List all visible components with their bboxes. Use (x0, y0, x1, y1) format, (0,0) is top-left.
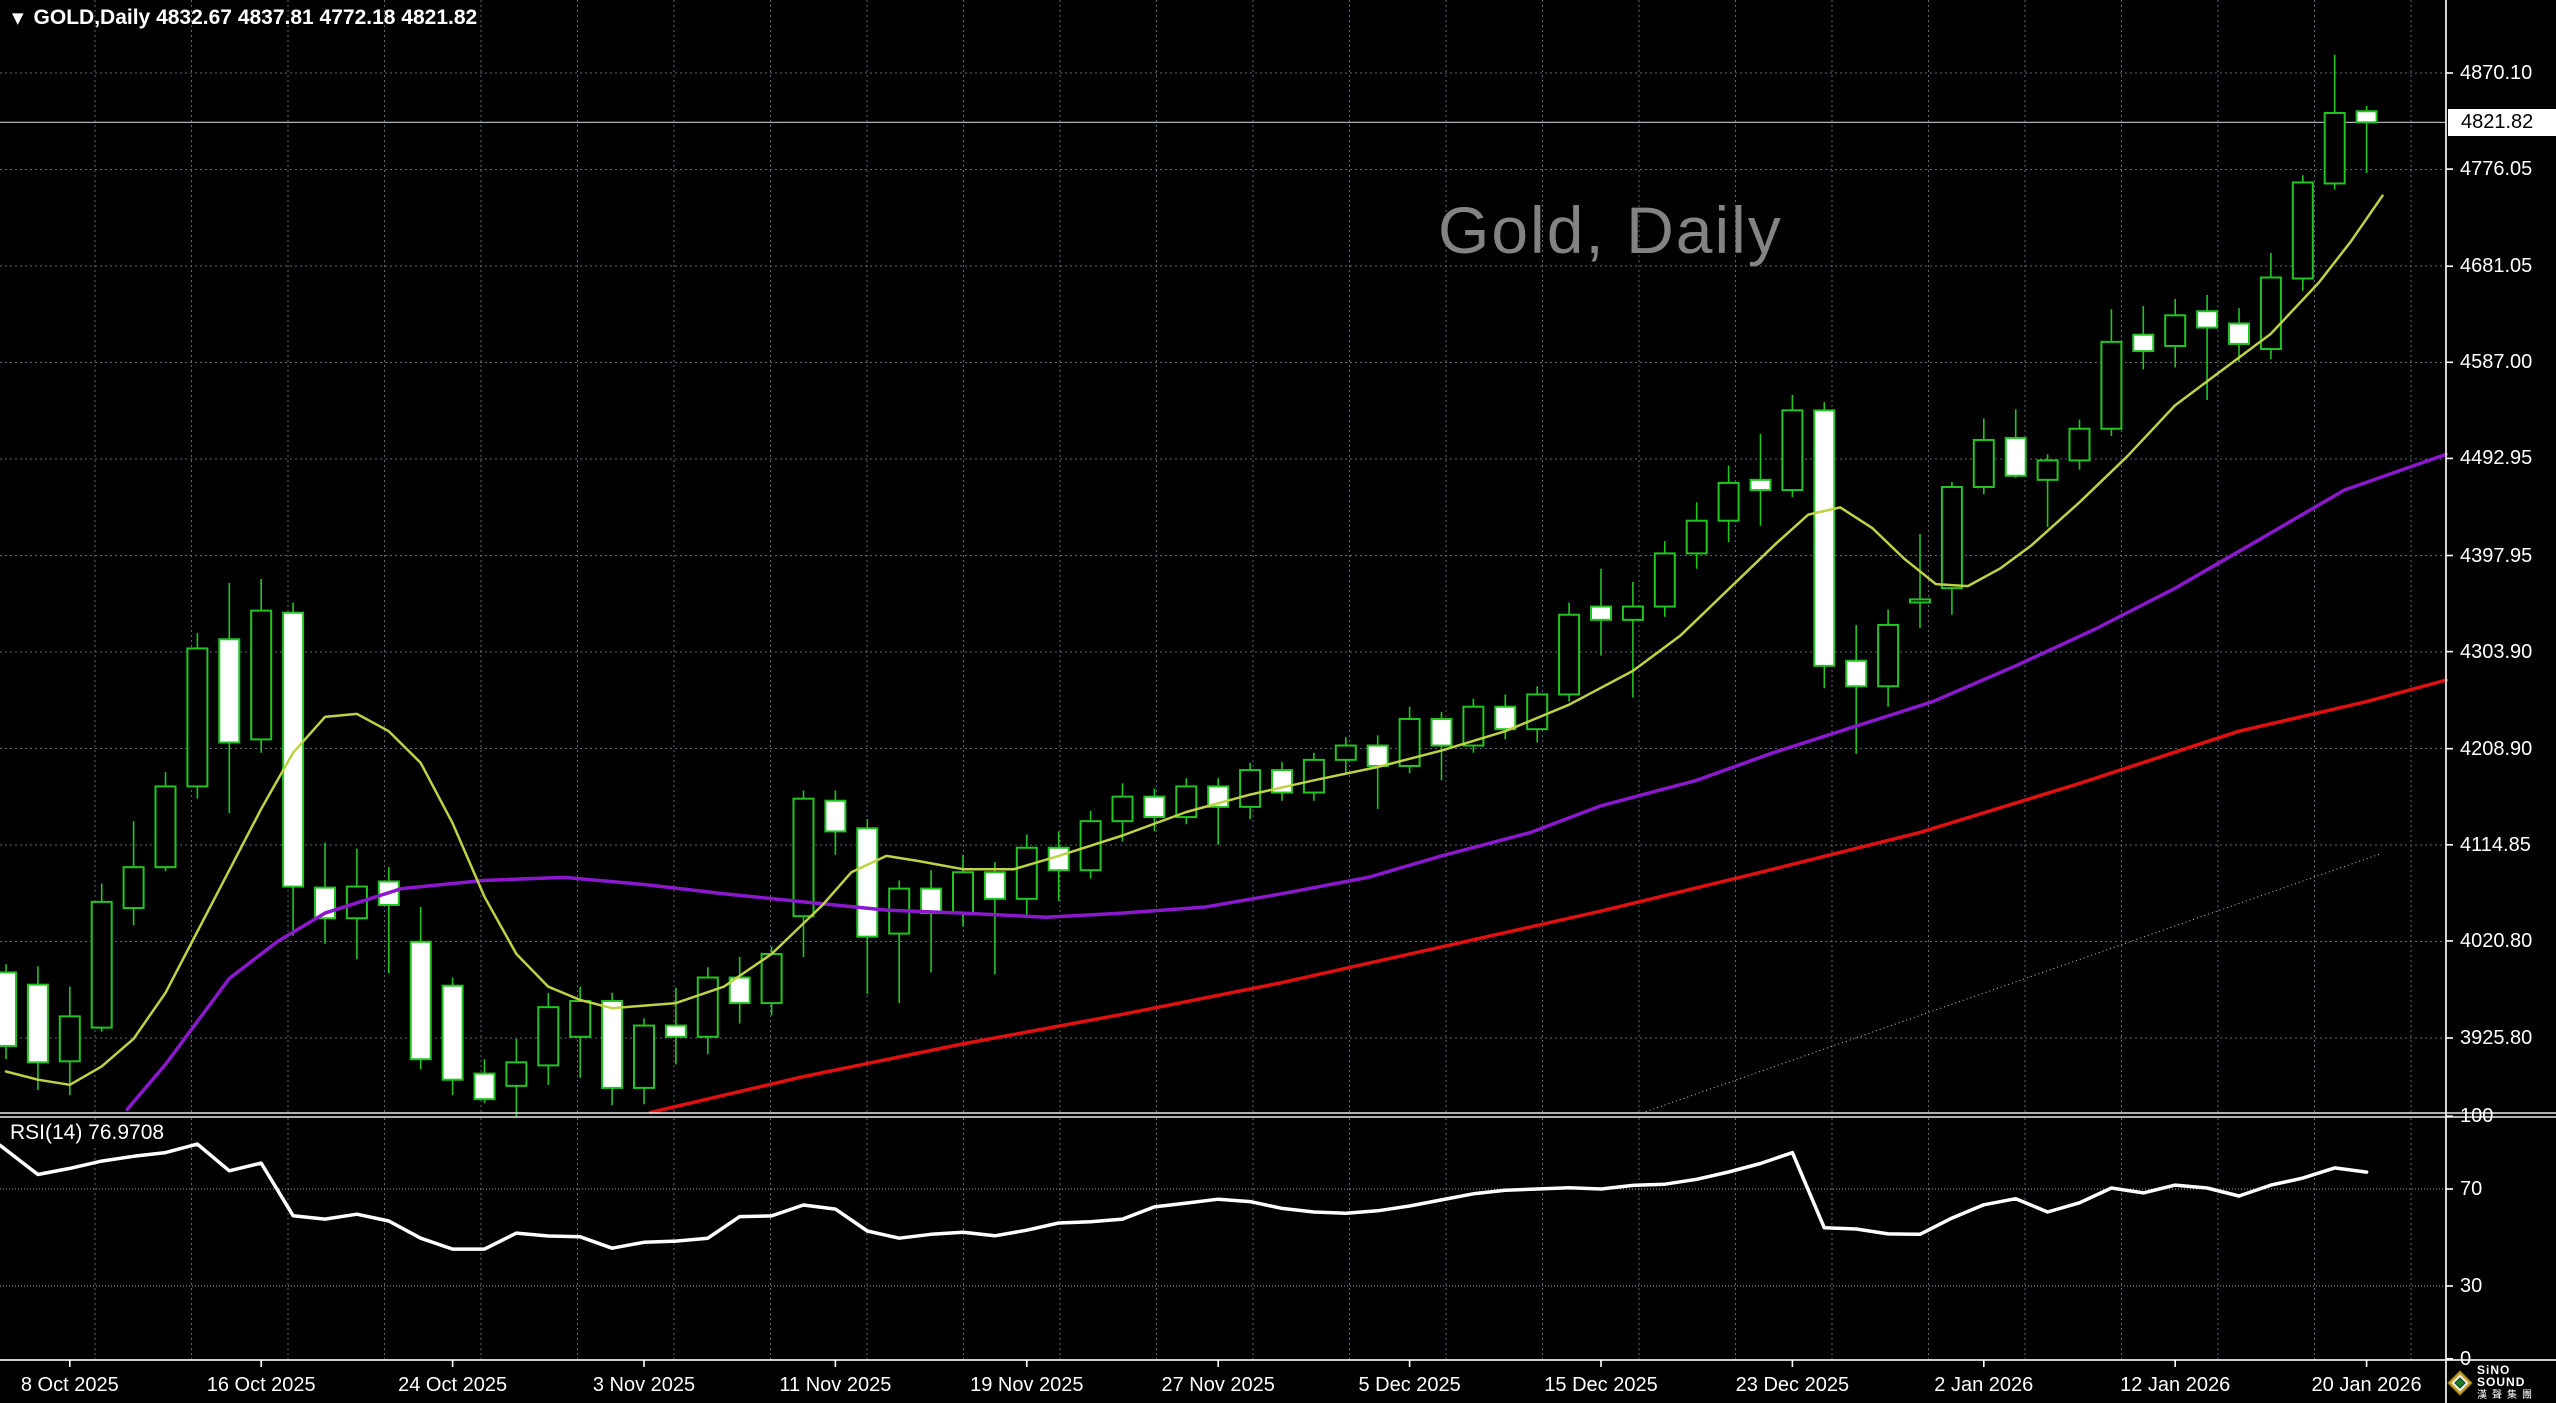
date-tick-label: 24 Oct 2025 (398, 1374, 508, 1396)
price-tick-label: 4870.10 (2460, 62, 2533, 84)
date-tick-label: 19 Nov 2025 (970, 1374, 1084, 1396)
rsi-tick-label: 70 (2460, 1178, 2483, 1200)
date-tick-label: 15 Dec 2025 (1544, 1374, 1658, 1396)
price-tick-label: 4114.85 (2460, 833, 2531, 856)
price-tick-label: 4303.90 (2460, 640, 2533, 663)
price-tick-label: 4020.80 (2460, 929, 2533, 952)
price-tick-label: 4397.95 (2460, 544, 2533, 567)
symbol-ohlc-text: GOLD,Daily 4832.67 4837.81 4772.18 4821.… (33, 6, 478, 29)
broker-name: SiNO SOUND (2477, 1363, 2526, 1389)
price-tick-label: 4587.00 (2460, 351, 2533, 374)
date-tick-label: 20 Jan 2026 (2311, 1374, 2422, 1396)
broker-name-cjk: 漢聲集團 (2477, 1390, 2538, 1401)
date-tick-label: 8 Oct 2025 (20, 1374, 119, 1396)
date-tick-label: 3 Nov 2025 (592, 1374, 696, 1396)
chart-title: ▼ GOLD,Daily 4832.67 4837.81 4772.18 482… (12, 6, 477, 30)
date-tick-label: 27 Nov 2025 (1161, 1374, 1275, 1396)
broker-logo: SiNO SOUND 漢聲集團 (2447, 1364, 2556, 1401)
broker-logo-text: SiNO SOUND 漢聲集團 (2477, 1364, 2556, 1401)
current-price-badge: 4821.82 (2448, 109, 2556, 136)
price-tick-label: 4681.05 (2460, 255, 2533, 278)
price-tick-label: 4492.95 (2460, 447, 2533, 470)
date-tick-label: 5 Dec 2025 (1358, 1374, 1461, 1396)
chart-watermark: Gold, Daily (1438, 193, 1783, 267)
rsi-tick-label: 0 (2460, 1347, 2472, 1370)
symbol-dropdown-icon[interactable]: ▼ (12, 9, 24, 27)
price-tick-label: 3925.80 (2460, 1027, 2533, 1050)
price-tick-label: 4776.05 (2460, 158, 2533, 181)
rsi-tick-label: 30 (2460, 1275, 2483, 1297)
rsi-indicator-label: RSI(14) 76.9708 (6, 1120, 175, 1146)
broker-logo-icon (2447, 1369, 2473, 1396)
date-tick-label: 2 Jan 2026 (1934, 1374, 2034, 1396)
date-tick-label: 23 Dec 2025 (1735, 1374, 1850, 1396)
date-tick-label: 12 Jan 2026 (2120, 1374, 2231, 1396)
date-tick-label: 11 Nov 2025 (779, 1374, 892, 1396)
date-tick-label: 16 Oct 2025 (206, 1374, 316, 1396)
price-tick-label: 4208.90 (2460, 737, 2533, 760)
rsi-tick-label: 100 (2460, 1105, 2494, 1128)
